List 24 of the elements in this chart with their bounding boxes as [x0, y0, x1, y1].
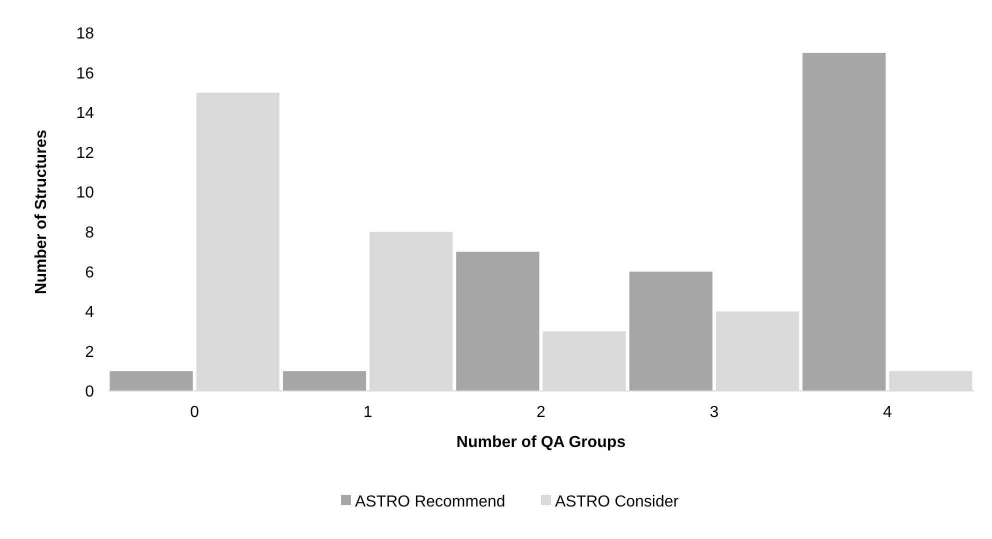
legend-label: ASTRO Recommend: [355, 494, 506, 511]
y-tick-label: 8: [85, 224, 94, 242]
bar: [629, 272, 712, 391]
y-tick-label: 6: [85, 264, 94, 282]
x-tick-label: 2: [536, 404, 546, 421]
y-tick-label: 12: [76, 144, 94, 162]
y-axis-title: Number of Structures: [33, 130, 50, 294]
y-tick-label: 14: [76, 105, 94, 122]
y-tick-label: 10: [76, 184, 94, 202]
x-tick-label: 0: [190, 404, 200, 421]
bar: [802, 52, 886, 391]
y-tick-label: 4: [85, 304, 94, 322]
bar: [456, 252, 540, 391]
y-tick-label: 2: [85, 344, 94, 361]
x-tick-label: 4: [882, 404, 892, 421]
x-tick-label: 1: [363, 404, 372, 421]
y-tick-label: 18: [76, 26, 94, 43]
legend-label: ASTRO Consider: [555, 494, 680, 511]
y-tick-label: 0: [85, 384, 94, 401]
bar: [110, 371, 193, 391]
x-tick-label: 3: [710, 404, 719, 421]
y-tick-label: 16: [76, 65, 94, 82]
x-axis-title: Number of QA Groups: [456, 434, 626, 451]
bar: [282, 371, 366, 391]
